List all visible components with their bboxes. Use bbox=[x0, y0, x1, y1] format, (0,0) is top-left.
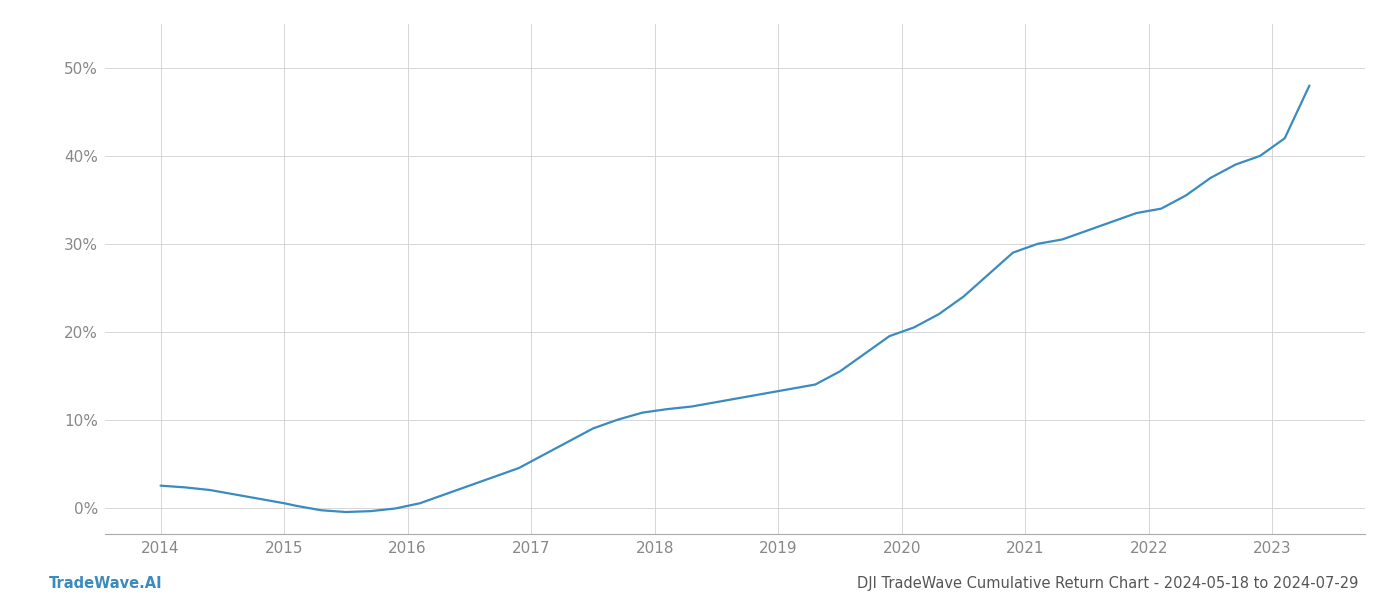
Text: DJI TradeWave Cumulative Return Chart - 2024-05-18 to 2024-07-29: DJI TradeWave Cumulative Return Chart - … bbox=[857, 576, 1358, 591]
Text: TradeWave.AI: TradeWave.AI bbox=[49, 576, 162, 591]
